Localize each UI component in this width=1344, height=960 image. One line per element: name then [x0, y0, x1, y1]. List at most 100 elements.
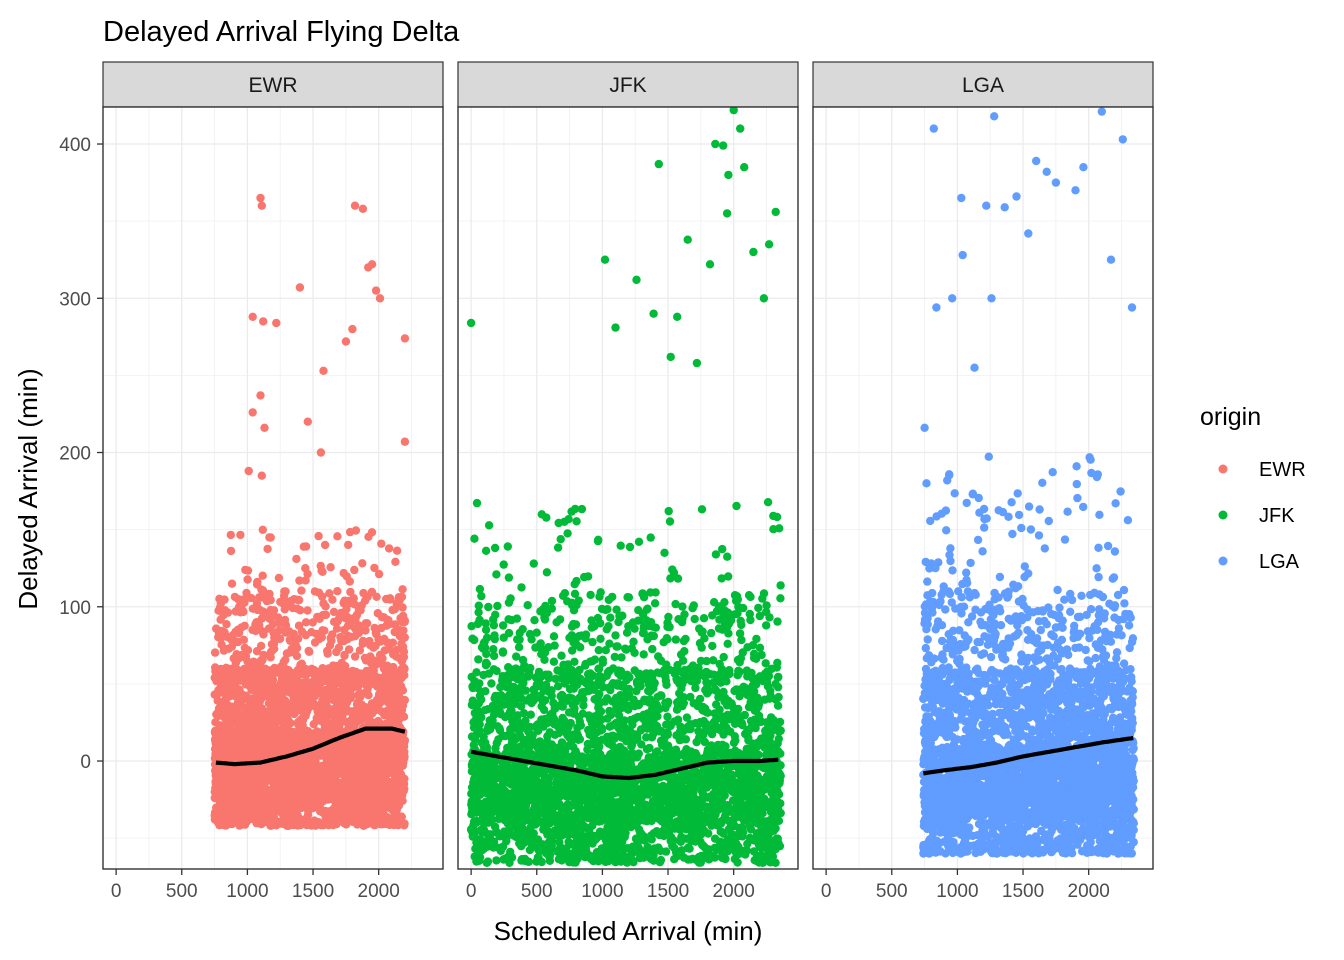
- data-point: [247, 698, 256, 707]
- data-point: [249, 657, 258, 666]
- data-point: [346, 815, 356, 824]
- data-point: [278, 819, 288, 828]
- data-point: [487, 679, 496, 688]
- data-point: [229, 654, 238, 663]
- data-point: [380, 711, 389, 720]
- data-point: [336, 812, 345, 821]
- data-point: [484, 602, 493, 612]
- data-point: [263, 544, 272, 554]
- data-point: [268, 743, 277, 752]
- data-point: [382, 594, 391, 604]
- data-point: [215, 748, 224, 758]
- data-point: [332, 624, 342, 633]
- data-point: [275, 634, 284, 644]
- data-point: [665, 517, 675, 526]
- data-point: [270, 644, 279, 653]
- facet-strip-label: EWR: [249, 74, 298, 97]
- data-point: [216, 771, 226, 780]
- data-point: [572, 517, 581, 526]
- data-point: [249, 744, 258, 753]
- data-point: [568, 646, 577, 655]
- data-point: [232, 676, 242, 685]
- data-point: [775, 524, 784, 533]
- data-point: [639, 650, 648, 659]
- data-point: [279, 813, 288, 822]
- data-point: [708, 611, 717, 620]
- data-point: [387, 780, 396, 789]
- data-point: [514, 643, 524, 652]
- data-point: [392, 546, 402, 555]
- data-point: [384, 544, 394, 553]
- chart-title: Delayed Arrival Flying Delta: [103, 16, 460, 48]
- data-point: [295, 576, 304, 585]
- outlier-point: [256, 391, 265, 400]
- data-point: [717, 574, 726, 583]
- data-point: [375, 769, 385, 779]
- data-point: [358, 559, 367, 568]
- data-point: [222, 750, 231, 759]
- data-point: [340, 625, 349, 635]
- outlier-point: [257, 201, 266, 210]
- data-point: [361, 729, 370, 738]
- data-point: [605, 639, 614, 648]
- data-point: [365, 745, 374, 755]
- data-point: [214, 704, 224, 713]
- data-point: [332, 666, 341, 675]
- data-point: [600, 697, 610, 706]
- data-point: [240, 820, 250, 829]
- data-point: [391, 557, 400, 566]
- data-point: [686, 692, 695, 702]
- data-point: [472, 498, 482, 508]
- data-point: [223, 819, 233, 828]
- data-point: [215, 820, 224, 830]
- data-point: [296, 790, 305, 799]
- data-point: [221, 785, 230, 794]
- data-point: [377, 539, 386, 548]
- data-point: [292, 554, 301, 564]
- data-point: [396, 755, 405, 764]
- data-point: [236, 530, 245, 540]
- data-point: [551, 674, 560, 683]
- data-point: [247, 685, 256, 695]
- data-point: [467, 622, 476, 631]
- data-point: [235, 811, 244, 821]
- data-point: [557, 651, 566, 660]
- data-point: [605, 706, 614, 716]
- data-point: [372, 705, 381, 714]
- data-point: [707, 628, 716, 638]
- data-point: [645, 743, 654, 753]
- data-point: [280, 732, 290, 741]
- data-point: [227, 794, 236, 803]
- data-point: [210, 793, 219, 803]
- data-point: [220, 628, 229, 637]
- data-point: [304, 646, 313, 656]
- data-point: [702, 656, 711, 666]
- data-point: [232, 743, 241, 752]
- data-point: [258, 525, 267, 534]
- data-point: [387, 684, 396, 693]
- data-point: [382, 812, 391, 821]
- data-point: [248, 674, 257, 683]
- data-point: [775, 841, 785, 851]
- data-point: [242, 747, 251, 757]
- data-point: [527, 635, 536, 644]
- data-point: [530, 616, 539, 625]
- facet-points: [466, 107, 785, 867]
- data-point: [737, 620, 746, 630]
- data-point: [378, 792, 387, 801]
- outlier-point: [319, 366, 328, 375]
- data-point: [625, 542, 635, 552]
- data-point: [258, 586, 268, 595]
- data-point: [724, 572, 733, 581]
- data-point: [398, 603, 407, 612]
- data-point: [328, 695, 337, 704]
- data-point: [544, 674, 554, 683]
- data-point: [339, 636, 349, 646]
- data-point: [630, 624, 639, 633]
- data-point: [634, 701, 643, 710]
- data-point: [308, 618, 317, 627]
- data-point: [385, 645, 394, 654]
- data-point: [364, 691, 373, 700]
- data-point: [310, 665, 319, 675]
